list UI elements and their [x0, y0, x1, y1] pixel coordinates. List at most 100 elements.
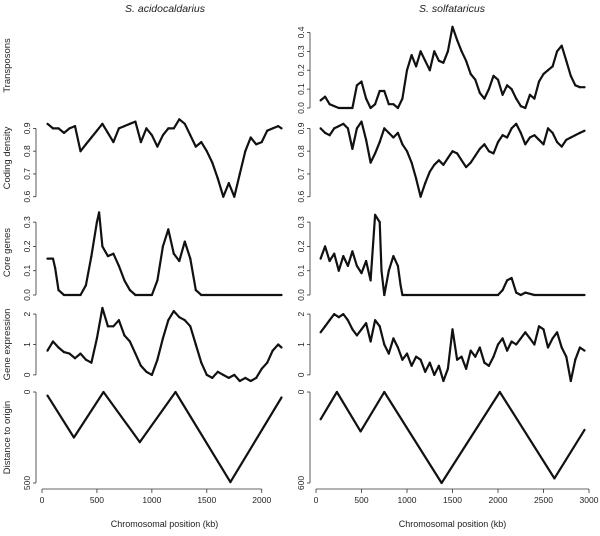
data-point [469, 349, 472, 352]
data-point [95, 221, 98, 224]
data-point [101, 245, 104, 248]
data-point [365, 259, 368, 263]
data-point [222, 195, 225, 198]
data-point [342, 122, 345, 125]
data-point [496, 141, 500, 144]
data-point [369, 340, 372, 343]
data-point [460, 355, 463, 358]
data-point [401, 358, 404, 361]
data-point [337, 125, 340, 128]
data-point [319, 418, 322, 421]
data-point [537, 138, 541, 141]
data-point [54, 267, 57, 270]
data-point [249, 136, 252, 139]
data-point [442, 379, 445, 383]
data-point [233, 373, 236, 376]
y-tick-label: 0.7 [22, 168, 32, 180]
data-point [492, 74, 495, 77]
y-tick-label: 0.6 [22, 191, 32, 203]
y-tick-label: 0 [296, 389, 306, 394]
y-tick-label: 0.2 [22, 240, 32, 252]
y-tick-label: 0.1 [296, 265, 306, 277]
data-point [528, 93, 532, 96]
data-point [359, 430, 362, 433]
data-point [324, 245, 327, 248]
x-axis-label: Chromosomal position (kb) [111, 519, 219, 529]
data-point [57, 346, 60, 349]
data-point [266, 129, 269, 132]
chart-panel: Core genes 0.0 0.1 0.2 0.3 [2, 211, 283, 301]
data-point [128, 340, 131, 343]
data-point [328, 319, 331, 322]
data-point [437, 364, 440, 367]
data-point [451, 293, 454, 297]
data-point [501, 289, 504, 292]
data-point [194, 289, 197, 292]
data-point [90, 255, 93, 258]
data-point [465, 166, 468, 169]
data-point [360, 80, 363, 83]
data-point [424, 59, 427, 62]
data-point [415, 177, 418, 180]
data-point [271, 349, 274, 352]
y-tick-label: 0 [296, 372, 306, 377]
data-point [335, 390, 338, 394]
data-point [167, 228, 170, 231]
data-point [117, 264, 120, 267]
data-point [333, 127, 336, 130]
data-point [333, 252, 336, 255]
data-point [365, 97, 368, 100]
data-point [189, 325, 192, 328]
data-point [156, 145, 159, 148]
y-tick-label: 0.2 [296, 240, 306, 252]
data-point [387, 269, 390, 272]
data-point [392, 136, 395, 139]
data-point [244, 150, 247, 153]
data-point [556, 331, 559, 334]
data-point [79, 150, 82, 153]
y-tick-label: 0.4 [296, 26, 306, 38]
data-point [401, 143, 404, 146]
data-point [145, 293, 148, 297]
data-point [583, 428, 586, 431]
data-point [328, 103, 331, 106]
data-point [387, 352, 390, 355]
data-point [161, 134, 164, 137]
data-point [560, 44, 563, 47]
x-axis-label: Chromosomal position (kb) [399, 519, 507, 529]
data-point [51, 127, 55, 130]
data-point [319, 331, 322, 334]
data-point [378, 221, 381, 224]
x-tick-label: 500 [90, 495, 104, 505]
data-point [510, 276, 513, 280]
data-point [419, 358, 422, 361]
y-tick-label: 0.2 [296, 64, 306, 76]
data-point [578, 131, 582, 134]
data-point [424, 370, 427, 373]
data-point [342, 106, 345, 110]
data-point [405, 150, 409, 153]
data-point [378, 141, 381, 144]
data-point [374, 152, 377, 155]
data-point [319, 99, 322, 102]
x-tick-label: 1500 [443, 495, 462, 505]
data-point [167, 319, 170, 322]
data-point [383, 390, 386, 394]
data-point [200, 361, 203, 364]
data-point [369, 279, 372, 282]
data-point [433, 373, 436, 376]
data-point [369, 106, 372, 110]
data-point [506, 349, 509, 352]
data-point [533, 343, 536, 346]
data-point [57, 127, 60, 130]
data-point [492, 355, 495, 358]
data-point [456, 358, 459, 361]
data-point [106, 255, 109, 258]
data-point [90, 361, 93, 364]
data-point [524, 291, 527, 294]
data-point [510, 340, 513, 343]
data-point [95, 129, 98, 132]
data-point [533, 293, 536, 297]
data-point [405, 352, 409, 355]
data-point [123, 125, 126, 128]
